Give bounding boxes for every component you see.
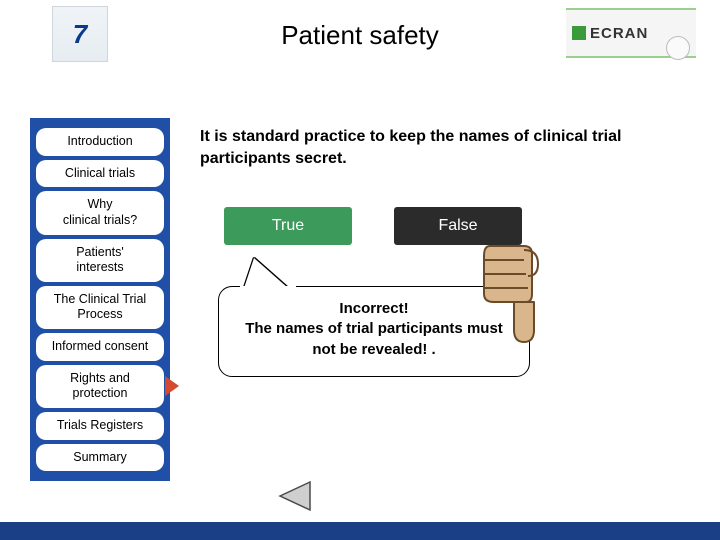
sidebar-item-clinical-trial-process[interactable]: The Clinical TrialProcess bbox=[36, 286, 164, 329]
sidebar-item-label: Whyclinical trials? bbox=[63, 197, 137, 227]
sidebar-item-label: Summary bbox=[73, 450, 126, 464]
back-arrow-icon bbox=[276, 480, 314, 512]
false-button-label: False bbox=[438, 217, 477, 235]
sidebar-item-label: Trials Registers bbox=[57, 418, 143, 432]
answer-row: True False bbox=[200, 207, 660, 245]
footer-bar bbox=[0, 522, 720, 540]
sidebar-item-clinical-trials[interactable]: Clinical trials bbox=[36, 160, 164, 188]
sidebar-item-label: Clinical trials bbox=[65, 166, 135, 180]
thumbs-down-icon bbox=[472, 236, 558, 346]
sidebar-item-informed-consent[interactable]: Informed consent bbox=[36, 333, 164, 361]
header: 7 Patient safety ECRAN bbox=[0, 0, 720, 72]
question-text: It is standard practice to keep the name… bbox=[200, 126, 660, 169]
sidebar-item-trials-registers[interactable]: Trials Registers bbox=[36, 412, 164, 440]
sidebar-item-label: Informed consent bbox=[52, 339, 149, 353]
content-area: It is standard practice to keep the name… bbox=[200, 126, 660, 245]
sidebar-item-label: Patients'interests bbox=[76, 245, 124, 275]
vitruvian-icon bbox=[666, 36, 690, 60]
sidebar-item-introduction[interactable]: Introduction bbox=[36, 128, 164, 156]
sidebar-item-why-clinical-trials[interactable]: Whyclinical trials? bbox=[36, 191, 164, 234]
true-button-label: True bbox=[272, 217, 304, 235]
ecran-logo: ECRAN bbox=[566, 8, 696, 58]
true-button[interactable]: True bbox=[224, 207, 352, 245]
sidebar-item-label: The Clinical TrialProcess bbox=[54, 292, 146, 322]
ecran-logo-text: ECRAN bbox=[590, 25, 648, 42]
ecran-logo-square-icon bbox=[572, 26, 586, 40]
callout-pointer-icon bbox=[244, 258, 288, 288]
back-button[interactable] bbox=[276, 480, 314, 512]
sidebar-item-rights-protection[interactable]: Rights andprotection bbox=[36, 365, 164, 408]
sidebar-item-label: Rights andprotection bbox=[70, 371, 130, 401]
sidebar-item-summary[interactable]: Summary bbox=[36, 444, 164, 472]
sidebar-item-patients-interests[interactable]: Patients'interests bbox=[36, 239, 164, 282]
sidebar: Introduction Clinical trials Whyclinical… bbox=[30, 118, 170, 481]
sidebar-item-label: Introduction bbox=[67, 134, 132, 148]
